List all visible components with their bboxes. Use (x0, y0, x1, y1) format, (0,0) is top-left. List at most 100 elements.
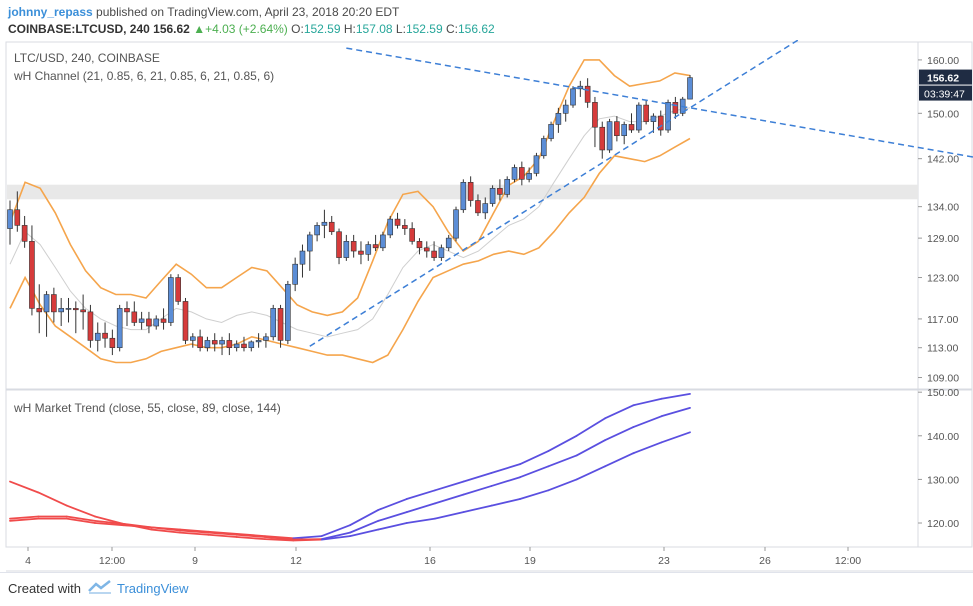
candle[interactable] (592, 97, 597, 147)
candle[interactable] (307, 232, 312, 271)
candle[interactable] (666, 100, 671, 133)
candle[interactable] (103, 322, 108, 347)
candle[interactable] (446, 235, 451, 251)
candle[interactable] (585, 78, 590, 108)
candle[interactable] (315, 222, 320, 241)
candle[interactable] (636, 102, 641, 132)
candle[interactable] (607, 119, 612, 153)
author-link[interactable]: johnny_repass (8, 5, 93, 19)
candle[interactable] (651, 113, 656, 133)
candle[interactable] (688, 75, 693, 99)
candle[interactable] (220, 337, 225, 355)
candle[interactable] (124, 301, 129, 326)
candle[interactable] (490, 185, 495, 206)
low-label: L: (396, 22, 406, 36)
candle-body (424, 248, 429, 251)
candle[interactable] (410, 222, 415, 244)
candle-body (592, 102, 597, 127)
candle-body (278, 308, 283, 340)
candle-body (59, 308, 64, 311)
candle[interactable] (132, 301, 137, 326)
resistance-trendline[interactable] (346, 48, 973, 162)
candle[interactable] (454, 207, 459, 242)
candle[interactable] (88, 305, 93, 348)
candle[interactable] (168, 274, 173, 326)
candle-body (395, 219, 400, 225)
candle[interactable] (337, 229, 342, 265)
candle[interactable] (534, 153, 539, 176)
candle[interactable] (388, 216, 393, 238)
trend-series-89-segment (662, 408, 690, 416)
candle[interactable] (117, 305, 122, 351)
candle[interactable] (198, 330, 203, 352)
candle[interactable] (519, 162, 524, 186)
candle[interactable] (600, 122, 605, 159)
candle[interactable] (644, 100, 649, 125)
candle[interactable] (249, 340, 254, 351)
candle[interactable] (468, 176, 473, 206)
candle[interactable] (380, 232, 385, 251)
candle[interactable] (556, 108, 561, 133)
candle[interactable] (512, 165, 517, 183)
candle[interactable] (8, 201, 13, 245)
candle-body (271, 308, 276, 336)
candle[interactable] (322, 210, 327, 238)
candle[interactable] (22, 216, 27, 248)
candle[interactable] (622, 122, 627, 145)
candle[interactable] (614, 116, 619, 141)
candle[interactable] (344, 235, 349, 261)
candle[interactable] (256, 333, 261, 348)
candle[interactable] (541, 136, 546, 159)
candle[interactable] (402, 219, 407, 235)
candle[interactable] (205, 337, 210, 352)
candle[interactable] (161, 308, 166, 329)
candle[interactable] (146, 312, 151, 333)
candle[interactable] (658, 111, 663, 136)
chart-area[interactable]: 160.00150.00142.00134.00129.00123.00117.… (0, 40, 973, 572)
candle[interactable] (37, 284, 42, 333)
candle[interactable] (432, 241, 437, 261)
price-pane[interactable]: 160.00150.00142.00134.00129.00123.00117.… (6, 40, 973, 547)
candle[interactable] (366, 241, 371, 261)
tradingview-brand-link[interactable]: TradingView (117, 581, 189, 596)
candle[interactable] (263, 333, 268, 348)
candle[interactable] (629, 113, 634, 133)
candle[interactable] (176, 274, 181, 305)
candle[interactable] (395, 213, 400, 229)
candle[interactable] (59, 298, 64, 326)
candle[interactable] (505, 176, 510, 197)
candle[interactable] (461, 179, 466, 213)
candle[interactable] (234, 340, 239, 351)
candle[interactable] (329, 216, 334, 235)
candle[interactable] (51, 288, 56, 323)
candle[interactable] (351, 235, 356, 258)
candle[interactable] (44, 291, 49, 337)
candle[interactable] (293, 258, 298, 292)
candle[interactable] (95, 322, 100, 351)
candle[interactable] (81, 295, 86, 330)
candle[interactable] (212, 333, 217, 351)
candle[interactable] (563, 100, 568, 122)
candle[interactable] (278, 305, 283, 348)
candle[interactable] (271, 305, 276, 341)
trend-series-89-segment (463, 486, 491, 495)
candle[interactable] (73, 301, 78, 333)
candle[interactable] (483, 197, 488, 219)
candle[interactable] (527, 167, 532, 182)
candle[interactable] (183, 298, 188, 344)
candle[interactable] (110, 330, 115, 355)
candle[interactable] (424, 241, 429, 257)
candle[interactable] (549, 122, 554, 142)
candle[interactable] (358, 241, 363, 264)
candle[interactable] (227, 333, 232, 355)
symbol-label: COINBASE:LTCUSD, 240 (8, 22, 150, 36)
candle[interactable] (139, 312, 144, 330)
candle[interactable] (300, 245, 305, 278)
candle[interactable] (285, 281, 290, 344)
candle[interactable] (66, 298, 71, 322)
candle[interactable] (154, 315, 159, 329)
candle[interactable] (571, 86, 576, 108)
trend-series-144-segment (38, 492, 66, 505)
